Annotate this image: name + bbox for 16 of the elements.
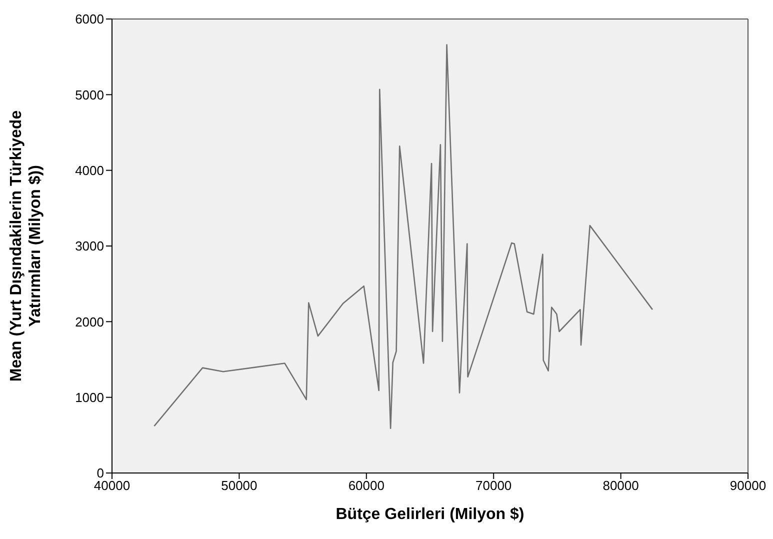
- x-tick-label: 80000: [602, 478, 639, 494]
- y-tick-label: 1000: [75, 390, 104, 405]
- x-tick-label: 90000: [730, 478, 766, 494]
- y-axis-title: Mean (Yurt Dışındakilerin Türkiyede Yatırımları (Milyon $)): [8, 110, 44, 382]
- x-tick-label: 70000: [476, 478, 512, 494]
- y-tick-label: 6000: [75, 12, 104, 27]
- y-tick-label: 0: [96, 466, 104, 481]
- x-tick-label: 60000: [348, 478, 384, 494]
- x-axis-title: Bütçe Gelirleri (Milyon $): [336, 506, 524, 523]
- line-series: [154, 44, 654, 430]
- y-tick-label: 4000: [75, 162, 104, 178]
- x-tick-label: 50000: [221, 478, 258, 494]
- y-tick-label: 5000: [75, 87, 104, 102]
- y-tick-label: 2000: [75, 314, 104, 330]
- x-tick-label: 40000: [94, 478, 130, 494]
- y-tick-label: 3000: [75, 238, 104, 254]
